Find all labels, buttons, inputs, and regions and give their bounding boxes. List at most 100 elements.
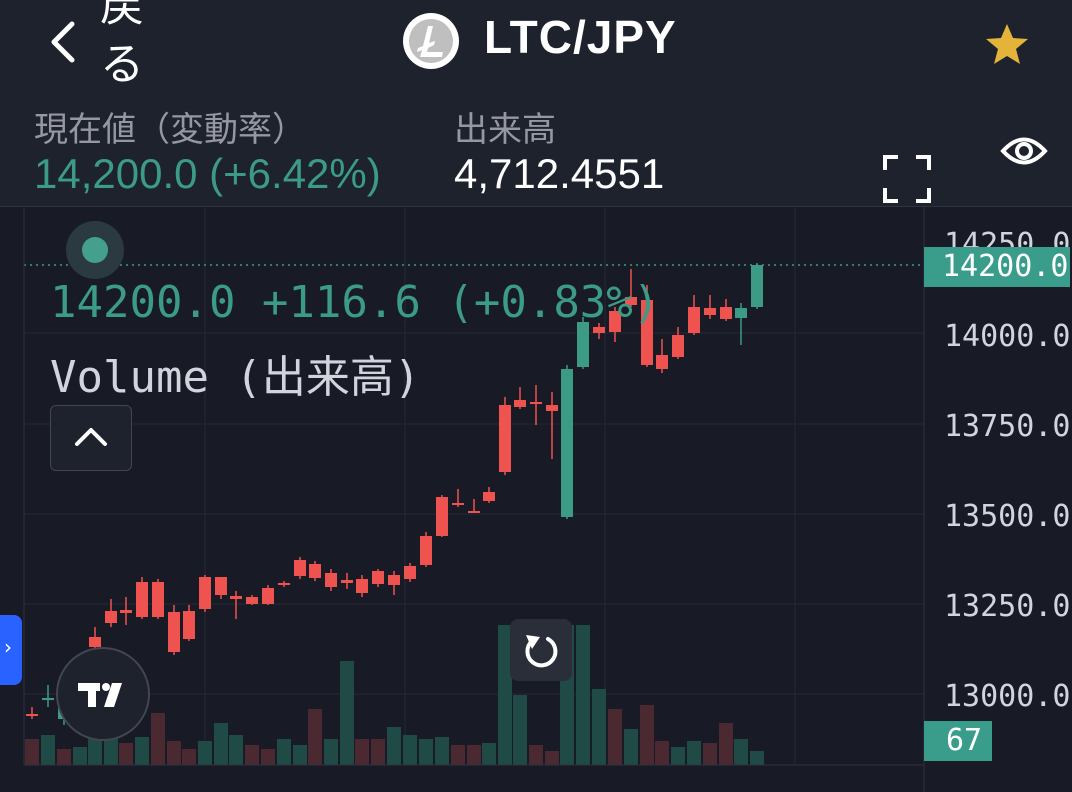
legend-price: 14200.0 +116.6 (+0.83%) <box>50 277 660 328</box>
volume-bar <box>403 735 417 765</box>
candle <box>341 580 353 583</box>
volume-bar <box>624 729 638 765</box>
candle <box>215 577 227 595</box>
volume-bar <box>467 745 481 765</box>
collapse-legend-button[interactable] <box>50 405 132 471</box>
candle <box>372 571 384 584</box>
volume-bar <box>293 745 307 765</box>
chevron-left-icon <box>51 21 75 63</box>
volume-bar <box>25 739 39 765</box>
page-title: LTC/JPY <box>484 11 677 63</box>
candle <box>309 564 321 578</box>
refresh-icon <box>525 635 558 668</box>
candle <box>720 307 732 319</box>
axis-label: 13000.0 <box>944 679 1071 714</box>
candle <box>168 612 180 652</box>
volume-label: 出来高 <box>454 110 556 150</box>
axis-label: 13250.0 <box>944 589 1071 624</box>
volume-bar <box>167 741 181 765</box>
legend-volume: Volume (出来高) <box>50 352 421 403</box>
candle <box>294 560 306 576</box>
volume-bar <box>529 745 543 765</box>
candle <box>105 611 117 623</box>
candle <box>325 573 337 587</box>
chevron-right-icon: › <box>4 635 12 659</box>
reset-chart-button[interactable] <box>510 619 572 681</box>
candle <box>89 637 101 647</box>
chart-grid <box>24 207 924 765</box>
volume-bar <box>576 625 590 765</box>
price-value: 14,200.0 (+6.42%) <box>34 150 381 197</box>
candle <box>514 400 526 407</box>
volume-bar <box>261 749 275 765</box>
candle <box>436 497 448 536</box>
volume-bar <box>435 737 449 765</box>
volume-bar <box>135 737 149 765</box>
volume-bar <box>719 723 733 765</box>
volume-bar <box>73 747 87 765</box>
candle <box>672 335 684 357</box>
symbol-status-indicator <box>66 221 124 279</box>
volume-bar <box>371 739 385 765</box>
back-button[interactable] <box>40 10 90 70</box>
candle <box>404 566 416 579</box>
volume-bar <box>750 751 764 765</box>
candle <box>26 714 38 716</box>
volume-bar <box>498 625 512 765</box>
eye-icon <box>1000 137 1048 165</box>
fullscreen-icon <box>883 155 931 203</box>
candlestick-chart[interactable]: 14200.0 +116.6 (+0.83%) Volume (出来高) › 1… <box>0 207 1072 792</box>
candle <box>136 582 148 617</box>
volume-bar <box>57 749 71 765</box>
volume-bar <box>703 743 717 765</box>
candle <box>152 582 164 617</box>
volume-bar <box>198 741 212 765</box>
chart-canvas[interactable] <box>0 207 1072 792</box>
price-info-bar: 現在値（変動率） 14,200.0 (+6.42%) 出来高 4,712.455… <box>0 94 1072 207</box>
candle <box>468 511 480 513</box>
volume-bar <box>229 735 243 765</box>
candle <box>230 596 242 599</box>
candle <box>751 265 763 307</box>
back-label[interactable]: 戻 る <box>100 0 144 90</box>
tradingview-logo[interactable] <box>56 647 150 741</box>
litecoin-icon <box>402 12 460 70</box>
candle <box>656 355 668 369</box>
candle <box>262 588 274 604</box>
favorite-star-button[interactable] <box>984 22 1030 66</box>
volume-bar <box>340 661 354 765</box>
candle <box>688 307 700 333</box>
chevron-up-icon <box>75 428 107 446</box>
volume-bar <box>119 743 133 765</box>
candle <box>561 369 573 517</box>
volume-bar <box>655 741 669 765</box>
candle <box>625 297 637 305</box>
candle <box>452 503 464 505</box>
candle <box>609 311 621 332</box>
side-panel-toggle[interactable]: › <box>0 615 22 685</box>
volume-bar <box>324 739 338 765</box>
visibility-toggle-button[interactable] <box>1000 134 1048 168</box>
tradingview-icon <box>78 683 122 707</box>
volume-bar <box>545 751 559 765</box>
axis-label: 14000.0 <box>944 319 1071 354</box>
volume-value: 4,712.4551 <box>454 150 665 197</box>
status-dot <box>82 237 108 263</box>
volume-bar <box>151 713 165 765</box>
volume-bar <box>671 747 685 765</box>
candle <box>278 583 290 585</box>
candle <box>499 405 511 472</box>
price-label: 現在値（変動率） <box>34 110 306 150</box>
volume-bar <box>41 735 55 765</box>
candle <box>641 300 653 365</box>
volume-bar <box>687 741 701 765</box>
fullscreen-button[interactable] <box>882 154 932 204</box>
volume-bar <box>245 745 259 765</box>
axis-label: 13500.0 <box>944 499 1071 534</box>
candle <box>546 405 558 411</box>
candle <box>42 698 54 700</box>
volume-bar <box>308 709 322 765</box>
volume-bar <box>182 749 196 765</box>
candle <box>120 610 132 613</box>
candle <box>388 575 400 585</box>
